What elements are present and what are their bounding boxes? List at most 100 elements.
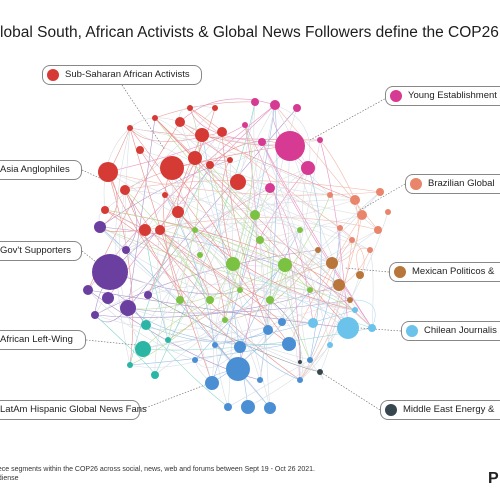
network-node — [376, 188, 384, 196]
network-node — [234, 341, 246, 353]
network-edge — [99, 226, 321, 373]
network-edge — [154, 229, 196, 376]
network-edge — [239, 187, 271, 291]
segment-label-text: Brazilian Global — [428, 178, 495, 189]
network-node — [127, 362, 133, 368]
network-edge — [244, 124, 301, 381]
network-node — [224, 403, 232, 411]
network-edge — [301, 249, 319, 361]
network-edge — [124, 189, 371, 251]
network-edge — [189, 107, 223, 133]
network-node — [230, 174, 246, 190]
network-edge — [142, 339, 241, 350]
network-edge — [109, 271, 241, 295]
network-edges — [87, 98, 389, 409]
brand-logo: P — [488, 470, 499, 487]
network-node — [317, 137, 323, 143]
network-edge — [194, 229, 269, 331]
network-node — [275, 131, 305, 161]
segment-label-text: African Left-Wing — [0, 334, 73, 345]
network-edge — [259, 167, 309, 241]
network-node — [337, 317, 359, 339]
network-edge — [127, 117, 156, 309]
segment-label-asia-anglophiles: Asia Anglophiles — [0, 160, 82, 180]
network-edge — [171, 167, 213, 384]
network-node — [326, 257, 338, 269]
network-edge — [211, 289, 311, 384]
network-node — [187, 105, 193, 111]
network-node — [141, 320, 151, 330]
segment-label-brazilian-global: Brazilian Global — [405, 174, 500, 194]
segment-label-african-left-wing: African Left-Wing — [0, 330, 86, 350]
network-edge — [127, 107, 298, 309]
segment-label-text: LatAm Hispanic Global News Fans — [0, 404, 147, 415]
network-edge — [189, 107, 341, 229]
network-node — [155, 225, 165, 235]
network-edge — [299, 274, 361, 381]
network-node — [175, 117, 185, 127]
network-edge — [221, 131, 269, 331]
network-edge — [194, 221, 301, 231]
network-node — [241, 400, 255, 414]
network-edge — [104, 209, 290, 345]
network-edge — [224, 319, 301, 381]
network-edge — [107, 171, 381, 196]
network-node — [120, 300, 136, 316]
network-node — [297, 227, 303, 233]
network-node — [160, 156, 184, 180]
network-edge — [239, 229, 301, 348]
network-edge — [254, 214, 311, 291]
network-node — [352, 307, 358, 313]
network-edge — [171, 167, 214, 384]
network-edge — [145, 324, 229, 408]
network-edge — [147, 134, 203, 296]
network-node — [257, 377, 263, 383]
network-edge — [179, 98, 276, 123]
network-edge — [129, 346, 241, 368]
network-edge — [261, 141, 331, 346]
network-edge — [159, 229, 271, 301]
network-node — [91, 311, 99, 319]
segment-label-text: Chilean Journalis — [424, 325, 497, 336]
network-edge — [129, 164, 211, 366]
network-edge — [159, 229, 211, 301]
network-node — [237, 287, 243, 293]
network-edge — [299, 229, 349, 329]
network-node — [266, 296, 274, 304]
label-leader-line — [121, 84, 166, 151]
segment-label-text: Mexican Politicos & — [412, 266, 495, 277]
network-edge — [144, 217, 379, 231]
network-node — [217, 127, 227, 137]
network-edge — [309, 227, 341, 361]
network-node — [222, 317, 228, 323]
network-node — [327, 342, 333, 348]
network-edge — [237, 124, 257, 370]
network-node — [307, 357, 313, 363]
network-node — [139, 224, 151, 236]
segment-label-young-establishment: Young Establishment — [385, 86, 500, 106]
network-edge — [171, 167, 234, 265]
label-leader-line — [359, 327, 402, 332]
network-node — [98, 162, 118, 182]
network-edge — [154, 117, 239, 183]
network-edge — [142, 322, 314, 350]
network-edge — [87, 289, 196, 361]
network-node — [83, 285, 93, 295]
segment-label-text: Sub-Saharan African Activists — [65, 69, 190, 80]
network-edge — [194, 157, 341, 229]
network-edge — [259, 214, 363, 241]
label-leader-line — [81, 169, 105, 181]
network-edge — [319, 139, 349, 329]
segment-label-text: Young Establishment — [408, 90, 497, 101]
network-node — [349, 237, 355, 243]
network-edge — [87, 289, 349, 329]
network-edge — [107, 124, 246, 173]
label-leader-line — [321, 372, 381, 411]
network-edge — [129, 117, 181, 129]
network-edge — [221, 159, 234, 265]
network-node — [265, 183, 275, 193]
network-edge — [194, 229, 356, 311]
network-edge — [164, 194, 216, 346]
network-edge — [215, 263, 234, 408]
network-node — [282, 337, 296, 351]
